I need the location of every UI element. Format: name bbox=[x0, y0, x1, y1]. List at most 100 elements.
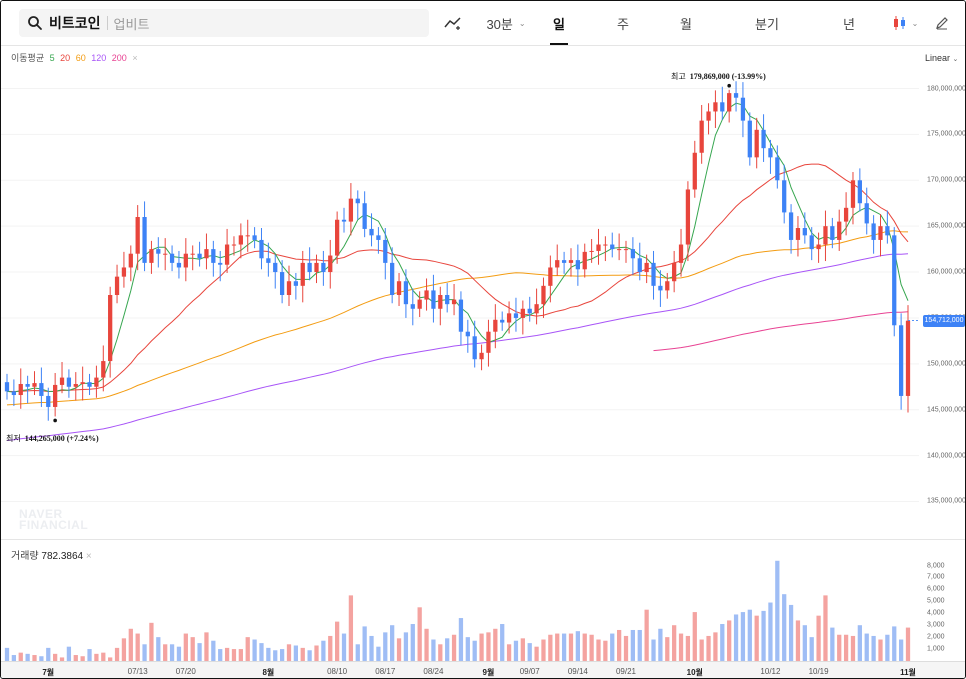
search-box[interactable]: 비트코인 업비트 bbox=[19, 9, 429, 37]
time-tick-label: 07/20 bbox=[175, 667, 196, 676]
volume-bar bbox=[520, 638, 525, 661]
watermark-logo: NAVER FINANCIAL bbox=[19, 508, 89, 532]
candle-body bbox=[231, 244, 237, 246]
scale-mode-label: Linear bbox=[925, 53, 951, 63]
asset-name: 비트코인 bbox=[49, 15, 101, 31]
candle-body bbox=[486, 331, 491, 353]
volume-bar bbox=[685, 635, 691, 661]
ma-period-5: 5 bbox=[49, 53, 55, 63]
interval-label: 30분 bbox=[486, 16, 513, 32]
candle-body bbox=[665, 281, 670, 291]
volume-tick-label: 6,000 bbox=[927, 585, 945, 593]
volume-bar bbox=[506, 644, 512, 661]
volume-bar bbox=[795, 620, 801, 661]
ma-legend-label: 이동평균 bbox=[11, 53, 45, 63]
scale-mode-button[interactable]: Linear ⌄ bbox=[925, 53, 958, 63]
candle-body bbox=[644, 262, 649, 273]
candle-body bbox=[830, 226, 835, 240]
volume-bar bbox=[410, 624, 415, 661]
draw-pencil-button[interactable] bbox=[931, 1, 953, 45]
volume-bar bbox=[672, 625, 677, 661]
volume-bar bbox=[451, 634, 457, 661]
chevron-down-icon: ⌄ bbox=[952, 56, 959, 63]
volume-bar bbox=[300, 647, 305, 661]
candle-body bbox=[273, 262, 278, 273]
volume-bar bbox=[156, 637, 161, 661]
candle-body bbox=[513, 313, 519, 318]
drawing-tool-button[interactable] bbox=[441, 1, 465, 45]
volume-bar bbox=[823, 595, 828, 661]
volume-bar bbox=[782, 594, 787, 661]
interval-dropdown[interactable]: 30분 ⌄ bbox=[484, 1, 528, 45]
candle-body bbox=[25, 384, 30, 387]
candle-body bbox=[417, 299, 422, 309]
candle-body bbox=[369, 228, 374, 236]
candle-body bbox=[864, 203, 869, 224]
candle-body bbox=[211, 249, 216, 263]
price-tick-label: 175,000,000 bbox=[927, 130, 966, 138]
volume-bar bbox=[733, 614, 739, 661]
candle-body bbox=[362, 203, 367, 229]
candle-body bbox=[465, 331, 470, 337]
candle-body bbox=[121, 267, 127, 277]
volume-bar bbox=[837, 634, 842, 661]
low-value: 144,265,000 (+7.24%) bbox=[24, 434, 99, 443]
volume-bar bbox=[46, 647, 51, 661]
candle-body bbox=[692, 152, 697, 190]
volume-bar bbox=[53, 653, 58, 661]
candle-body bbox=[53, 384, 58, 407]
volume-bar bbox=[25, 653, 30, 661]
chart-type-button[interactable]: ⌄ bbox=[889, 1, 921, 45]
price-tick-label: 160,000,000 bbox=[927, 268, 966, 276]
candle-body bbox=[94, 377, 99, 387]
volume-bar bbox=[238, 649, 243, 661]
candle-body bbox=[616, 249, 622, 251]
time-tick-label: 09/14 bbox=[567, 667, 588, 676]
volume-label: 거래량 bbox=[11, 551, 39, 562]
time-axis[interactable]: 7월 07/13 07/20 8월 08/10 08/17 08/24 9월 09/07 09/1… bbox=[1, 661, 965, 678]
ma-period-60: 60 bbox=[75, 53, 86, 63]
volume-bar bbox=[328, 635, 333, 661]
volume-bar bbox=[802, 625, 807, 661]
candle-body bbox=[39, 383, 44, 396]
candle-body bbox=[843, 207, 849, 222]
moving-average-legend[interactable]: 이동평균 5 20 60 120 200 × bbox=[11, 51, 141, 64]
tab-month-label: 월 bbox=[680, 16, 692, 32]
volume-bar bbox=[830, 627, 835, 661]
volume-bar bbox=[211, 640, 216, 661]
watermark-line-2: FINANCIAL bbox=[19, 518, 89, 532]
candle-body bbox=[898, 325, 904, 396]
tab-quarter[interactable]: 분기 bbox=[749, 1, 785, 45]
pane-divider[interactable] bbox=[1, 539, 965, 540]
volume-bar bbox=[548, 634, 553, 661]
volume-bar bbox=[623, 635, 629, 661]
volume-bar bbox=[279, 649, 285, 661]
volume-bar bbox=[788, 604, 794, 661]
candle-body bbox=[472, 336, 477, 360]
close-icon[interactable]: × bbox=[132, 53, 138, 63]
volume-bar bbox=[658, 628, 663, 661]
candle-body bbox=[850, 180, 856, 208]
volume-bar bbox=[500, 624, 505, 661]
tab-day[interactable]: 일 bbox=[547, 1, 571, 45]
candle-body bbox=[4, 382, 10, 392]
close-icon[interactable]: × bbox=[85, 551, 92, 562]
volume-bar bbox=[218, 649, 223, 661]
volume-bar bbox=[417, 607, 422, 661]
candle-body bbox=[307, 262, 312, 273]
tab-week[interactable]: 주 bbox=[611, 1, 635, 45]
candle-body bbox=[568, 260, 574, 263]
volume-bar bbox=[610, 633, 615, 661]
candle-body bbox=[355, 198, 360, 204]
volume-bar bbox=[582, 633, 587, 661]
volume-bar bbox=[816, 615, 821, 661]
candle-body bbox=[651, 262, 656, 286]
candle-body bbox=[169, 253, 175, 263]
volume-bar bbox=[190, 637, 195, 661]
candle-body bbox=[706, 111, 711, 121]
candle-body bbox=[293, 281, 299, 286]
tab-year[interactable]: 년 bbox=[837, 1, 861, 45]
volume-bar bbox=[616, 629, 622, 661]
tab-month[interactable]: 월 bbox=[674, 1, 698, 45]
